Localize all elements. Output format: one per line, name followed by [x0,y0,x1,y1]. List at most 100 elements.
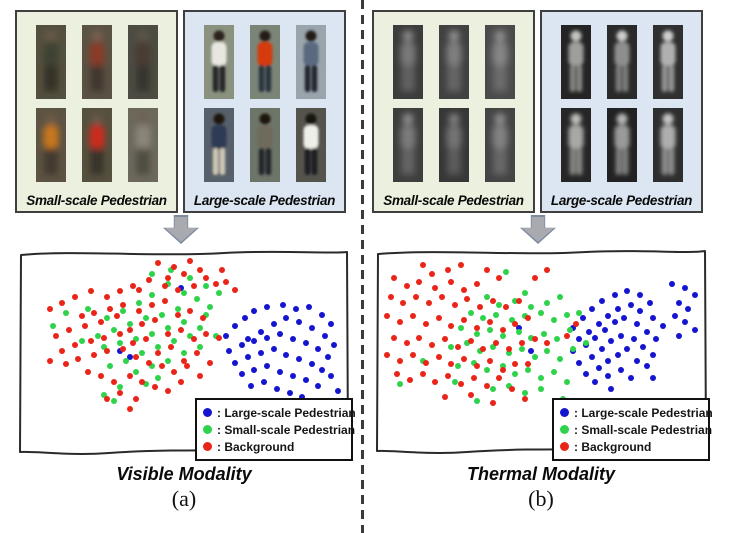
thermal-large-scale-panel: Large-scale Pedestrian [540,10,703,213]
scatter-point [490,399,496,406]
scatter-point [315,382,322,389]
scatter-point [197,372,203,379]
scatter-point [675,332,682,339]
scatter-point [419,371,426,378]
scatter-point [512,361,519,368]
scatter-point [264,363,271,370]
scatter-point [216,334,223,341]
scatter-point [193,349,200,356]
scatter-point [522,390,528,397]
scatter-point [477,303,484,310]
scatter-point [113,313,120,320]
scatter-point [630,336,637,343]
scatter-point [579,315,586,322]
legend-label: : Small-scale Pedestrian [217,422,356,437]
visible-small-scale-thumbnails [17,12,176,182]
scatter-point [139,378,146,385]
scatter-point [181,357,187,364]
scatter-point [72,342,79,349]
scatter-point [691,326,698,333]
pedestrian-thumbnail [127,108,158,182]
scatter-point [171,263,178,270]
scatter-point [165,324,171,331]
scatter-point [416,278,423,285]
scatter-point [467,309,474,316]
caption-letter: (a) [171,486,197,511]
scatter-point [618,367,624,374]
scatter-point [538,309,544,316]
scatter-point [627,301,634,308]
scatter-point [384,313,391,320]
scatter-point [509,386,516,393]
pedestrian-thumbnail [203,25,234,99]
scatter-point [490,386,496,393]
scatter-point [158,363,165,370]
scatter-point [123,357,130,364]
scatter-point [522,396,528,402]
scatter-point [145,359,152,366]
scatter-point [88,288,95,295]
pedestrian-thumbnail [484,25,515,99]
scatter-point [206,303,213,310]
scatter-point [53,332,59,339]
caption-letter: (b) [528,486,554,511]
scatter-point [390,334,397,341]
scatter-point [318,311,325,318]
scatter-points [381,255,701,447]
scatter-point [174,286,181,293]
scatter-point [432,378,439,385]
scatter-point [410,351,416,358]
scatter-point [126,405,133,412]
scatter-point [62,309,69,316]
pedestrian-thumbnail [127,25,158,99]
scatter-point [467,392,474,399]
scatter-point [273,386,280,393]
scatter-point [563,378,570,385]
blue-dot-icon [203,408,212,417]
pedestrian-thumbnail [652,25,683,99]
pedestrian-thumbnail [560,25,591,99]
scatter-point [499,326,506,333]
scatter-point [97,319,104,326]
pedestrian-thumbnail [652,108,683,182]
scatter-point [397,319,404,326]
scatter-point [544,340,551,347]
scatter-point [691,292,698,299]
scatter-point [286,390,293,397]
scatter-point [232,359,239,366]
scatter-point [445,267,452,274]
scatter-point [72,294,79,301]
scatter-point [422,321,429,328]
scatter-point [136,300,143,306]
scatter-point [483,382,490,389]
scatter-point [168,267,175,274]
scatter-point [470,359,477,366]
scatter-point [149,301,155,308]
scatter-point [302,340,309,347]
scatter-point [486,319,493,326]
scatter-point [120,346,127,353]
legend-label: : Small-scale Pedestrian [574,422,713,437]
scatter-point [429,271,436,278]
visible-modality-half: Small-scale Pedestrian Large-scale Pedes… [0,0,360,533]
scatter-point [133,396,139,402]
visible-caption: Visible Modality (a) [14,464,354,512]
scatter-point [531,336,538,343]
scatter-point [149,292,155,299]
red-dot-icon [560,442,569,451]
scatter-point [187,307,194,314]
scatter-point [181,290,187,297]
scatter-point [139,321,146,328]
scatter-point [413,294,420,301]
scatter-point [232,286,239,293]
scatter-point [315,346,322,353]
scatter-point [403,340,410,347]
scatter-point [190,336,197,343]
scatter-point [165,275,171,282]
scatter-point [165,280,171,287]
scatter-point [400,300,407,306]
scatter-point [611,292,618,299]
scatter-point [126,372,133,379]
scatter-point [46,357,53,364]
